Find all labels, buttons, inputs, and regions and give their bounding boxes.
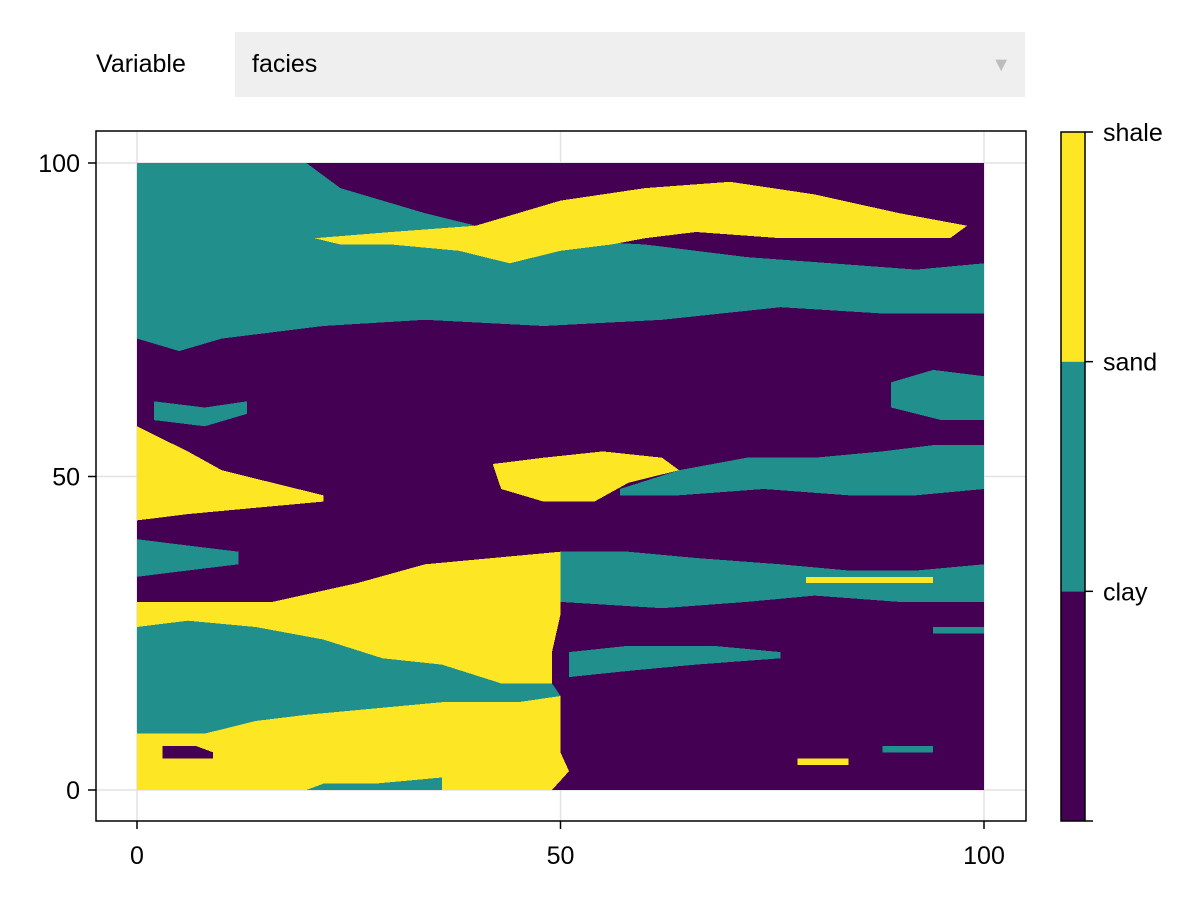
facies-region-sand xyxy=(137,163,984,352)
heatmap-cells xyxy=(137,163,984,790)
x-tick-label: 0 xyxy=(130,842,144,870)
facies-region-sand xyxy=(933,627,984,634)
colorbar-segment-sand xyxy=(1061,361,1085,592)
x-tick-label: 50 xyxy=(547,842,575,870)
facies-region-sand xyxy=(137,539,239,577)
facies-region-sand xyxy=(306,777,442,790)
colorbar-label-sand: sand xyxy=(1103,349,1157,377)
colorbar: clay sand shale xyxy=(1060,119,1163,822)
facies-region-sand xyxy=(153,401,248,427)
triangle-down-icon: ▼ xyxy=(991,54,1011,76)
y-tick-label: 50 xyxy=(52,464,80,492)
variable-select[interactable]: facies ▼ xyxy=(235,32,1025,97)
facies-region-clay xyxy=(162,746,214,759)
facies-region-sand xyxy=(560,551,984,609)
facies-region-shale xyxy=(806,576,934,584)
x-tick-label: 100 xyxy=(963,842,1005,870)
facies-region-shale xyxy=(137,696,569,790)
facies-region-sand xyxy=(619,445,984,496)
y-tick-label: 100 xyxy=(38,150,80,178)
variable-label: Variable xyxy=(96,50,186,78)
facies-region-shale xyxy=(137,551,561,684)
facies-region-sand xyxy=(890,369,984,421)
colorbar-label-shale: shale xyxy=(1103,119,1163,147)
colorbar-label-clay: clay xyxy=(1103,578,1148,606)
colorbar-frame xyxy=(1060,131,1086,822)
facies-region-shale xyxy=(314,181,968,264)
facies-region-shale xyxy=(137,426,324,521)
colorbar-segment-shale xyxy=(1061,132,1085,362)
facies-region-sand xyxy=(569,645,781,678)
facies-region-sand xyxy=(137,620,561,734)
y-tick-label: 0 xyxy=(66,777,80,805)
facies-region-shale xyxy=(797,758,849,765)
colorbar-segment-clay xyxy=(1061,591,1085,821)
facies-region-shale xyxy=(492,451,680,502)
axis-ticks: 0 50 100 0 50 100 xyxy=(38,150,1005,870)
facies-region-sand xyxy=(882,746,934,753)
variable-select-value: facies xyxy=(252,50,318,78)
